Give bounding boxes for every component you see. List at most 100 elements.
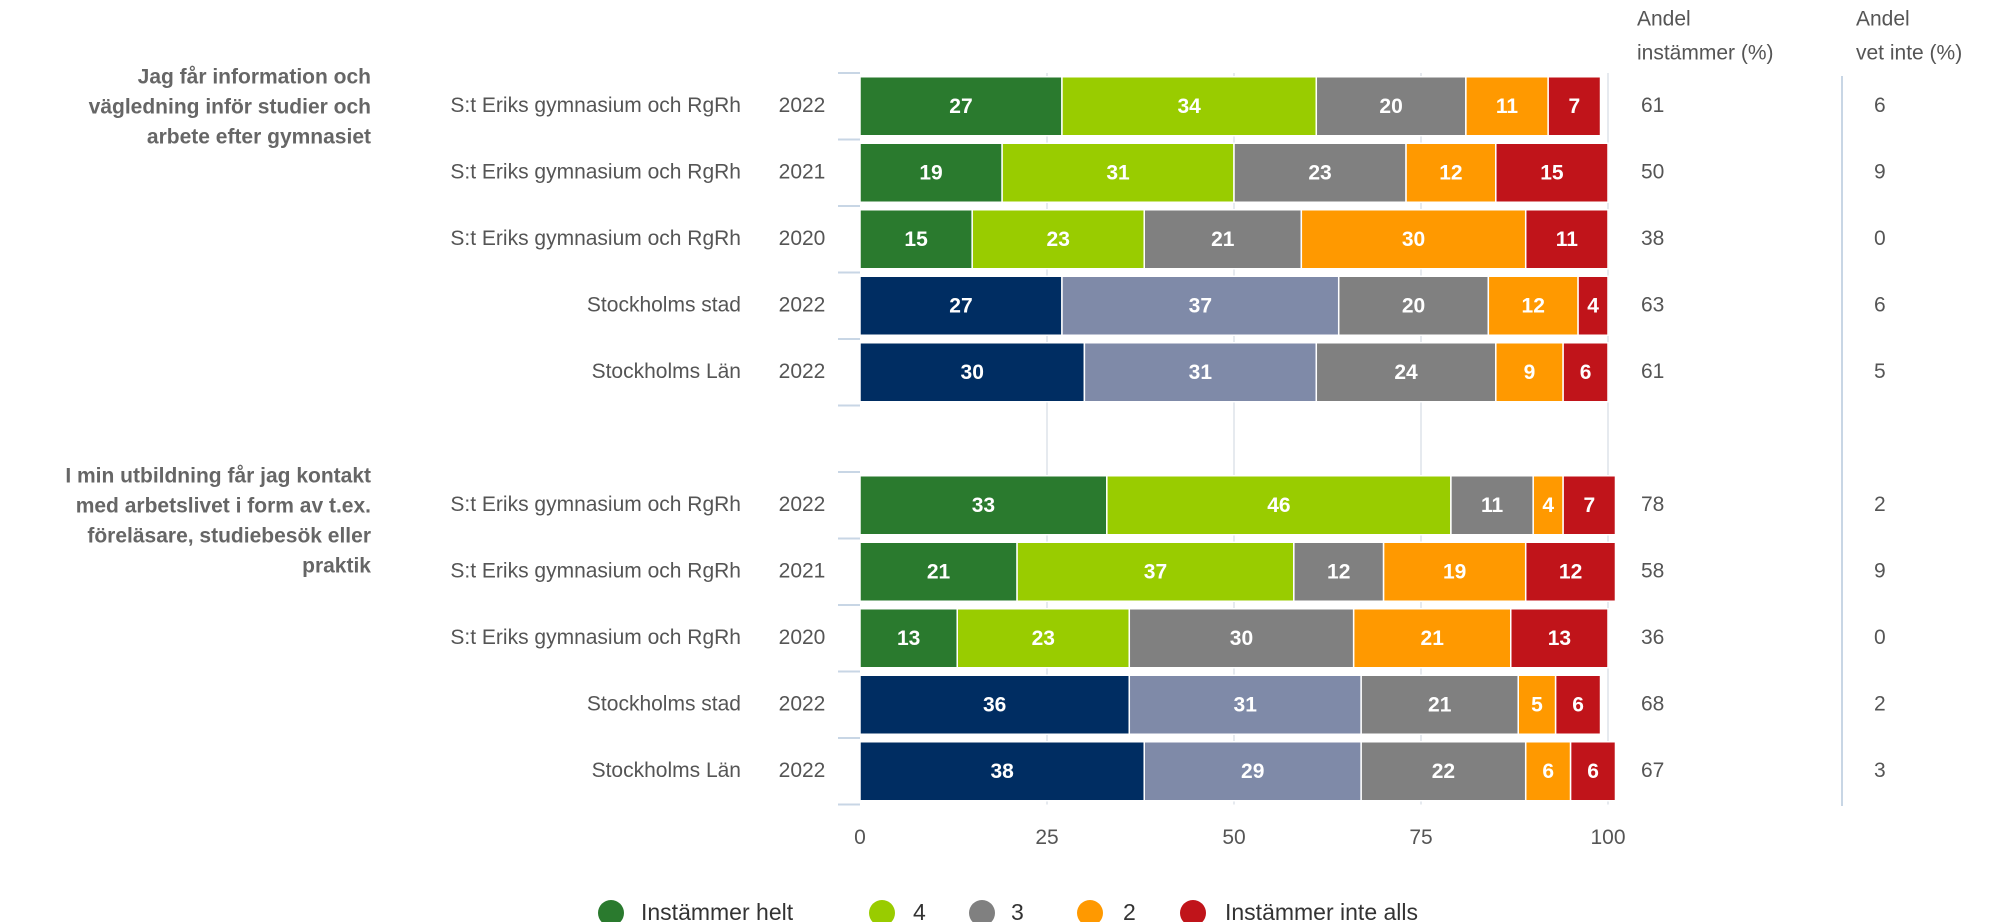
row-year: 2022 [779,293,826,316]
row-label: S:t Eriks gymnasium och RgRh [450,626,741,649]
row-label: S:t Eriks gymnasium och RgRh [450,227,741,250]
bar-segment [1061,275,1340,336]
bar-segment [859,342,1086,403]
segment-label: 11 [1481,494,1504,517]
segment-label: 12 [1559,560,1582,583]
bar-segment [1016,541,1295,602]
bar-segment [1360,741,1527,802]
dont-know-value: 0 [1874,626,1886,649]
segment-label: 31 [1189,361,1213,384]
agree-value: 61 [1641,360,1664,383]
bar-segment [859,475,1108,536]
segment-label: 13 [897,627,920,650]
segment-label: 6 [1587,760,1599,783]
legend-marker [869,900,895,922]
bar-segment [1524,541,1617,602]
segment-label: 15 [904,228,928,251]
dont-know-value: 6 [1874,293,1886,316]
bar-segment [1083,342,1318,403]
segment-label: 9 [1524,361,1536,384]
segment-label: 46 [1267,494,1290,517]
row-year: 2021 [779,559,826,582]
row-year: 2022 [779,493,826,516]
row-year: 2020 [779,626,826,649]
segment-label: 30 [1230,627,1253,650]
bar-segment [1106,475,1452,536]
bar-segment [859,674,1131,735]
row-year: 2022 [779,94,826,117]
legend-marker [1077,900,1103,922]
segment-label: 37 [1144,560,1167,583]
bar-segment [859,275,1063,336]
dont-know-value: 9 [1874,160,1886,183]
question: praktik [302,555,371,578]
column-header: instämmer (%) [1637,42,1774,65]
segment-label: 21 [1421,627,1445,650]
row-label: S:t Eriks gymnasium och RgRh [450,493,741,516]
question: arbete efter gymnasiet [147,126,371,149]
bar-segment [1517,674,1557,735]
bar-segment [1450,475,1534,536]
segment-label: 21 [927,560,951,583]
bar-segment [1233,142,1407,203]
bar-segment [956,608,1131,669]
row-label: Stockholms stad [587,692,741,715]
bar-segment [859,76,1063,137]
bar-segment [859,741,1145,802]
column-header: vet inte (%) [1856,42,1962,65]
legend-marker [598,900,624,922]
legend-label: 2 [1123,899,1136,922]
agree-value: 61 [1641,94,1664,117]
bar-segment [1293,541,1385,602]
agree-value: 58 [1641,559,1664,582]
dont-know-value: 0 [1874,227,1886,250]
agree-value: 50 [1641,160,1664,183]
bar-segment [1143,741,1362,802]
bar-segment [1382,541,1527,602]
question: Jag får information och [138,66,371,89]
row-label: S:t Eriks gymnasium och RgRh [450,160,741,183]
segment-label: 27 [949,294,972,317]
x-tick-label: 0 [854,826,866,849]
bar-segment [1577,275,1609,336]
segment-label: 20 [1402,294,1425,317]
bar-segment [1495,342,1564,403]
bar-segment [1128,674,1362,735]
row-year: 2021 [779,160,826,183]
segment-label: 30 [1402,228,1425,251]
dont-know-value: 6 [1874,94,1886,117]
segment-label: 12 [1327,560,1350,583]
bar-segment [1061,76,1318,137]
bar-segment [1487,275,1579,336]
legend-label: Instämmer helt [641,899,794,922]
segment-label: 27 [949,95,972,118]
bar-segment [1337,275,1490,336]
row-year: 2020 [779,227,826,250]
bar-segment [859,541,1018,602]
bar-segment [1405,142,1497,203]
bar-segment [1562,475,1617,536]
agree-value: 67 [1641,759,1664,782]
dont-know-value: 3 [1874,759,1886,782]
row-label: Stockholms stad [587,293,741,316]
segment-label: 7 [1568,95,1580,118]
x-tick-label: 100 [1590,826,1625,849]
bar-segment [1128,608,1355,669]
dont-know-value: 5 [1874,360,1886,383]
segment-label: 4 [1542,494,1554,517]
segment-label: 31 [1106,161,1130,184]
segment-label: 36 [983,693,1006,716]
x-tick-label: 50 [1222,826,1245,849]
row-year: 2022 [779,360,826,383]
segment-label: 21 [1211,228,1235,251]
bar-segment [1569,741,1617,802]
segment-label: 23 [1047,228,1070,251]
question: vägledning inför studier och [89,96,371,119]
dont-know-value: 2 [1874,493,1886,516]
bar-segment [1315,342,1497,403]
segment-label: 7 [1583,494,1595,517]
segment-label: 30 [961,361,984,384]
question: med arbetslivet i form av t.ex. [76,495,371,518]
segment-label: 19 [919,161,942,184]
